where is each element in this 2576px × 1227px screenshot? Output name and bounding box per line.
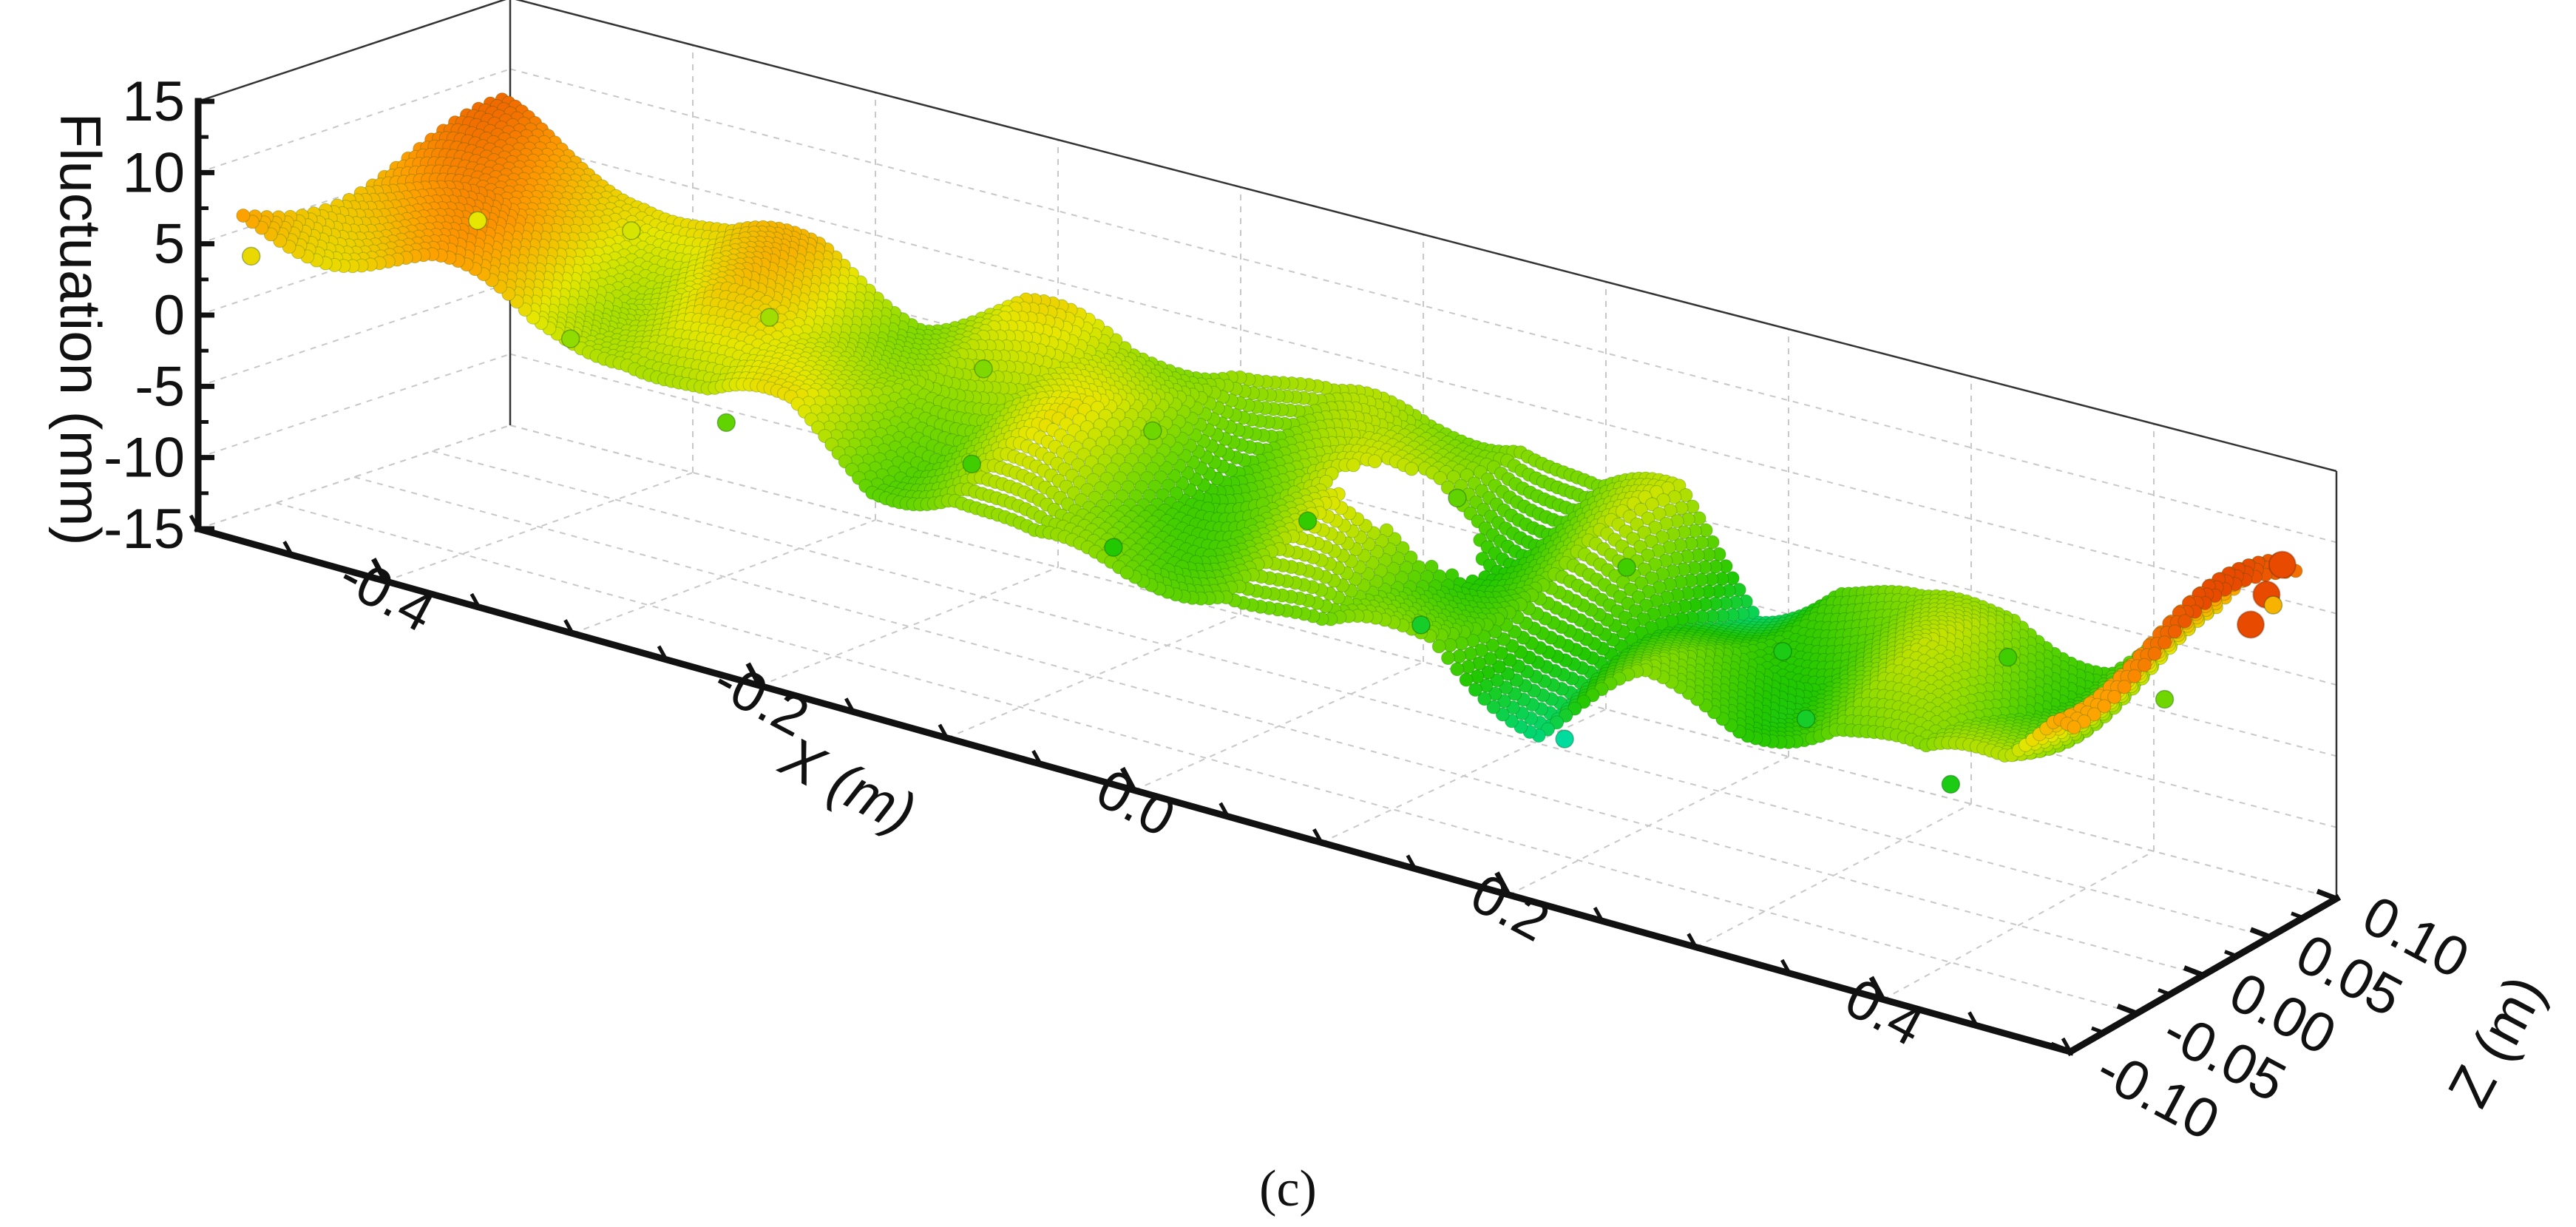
surface-point: [1644, 534, 1658, 549]
surface-point: [2138, 658, 2152, 672]
surface-point: [1346, 458, 1360, 473]
grid-line-floor: [759, 567, 1059, 687]
grid-line-floor: [946, 614, 1241, 739]
grid-line-left-wall: [197, 353, 511, 459]
box-edge-top-back: [515, 0, 2337, 473]
bounding-box: [197, 0, 2338, 899]
surface-point: [1433, 471, 1448, 486]
grid-line-left-wall: [197, 68, 511, 174]
grid-line-left-wall: [197, 282, 511, 388]
surface-point: [2147, 646, 2162, 661]
grid-line-floor: [1695, 803, 1972, 948]
surface-point: [2127, 669, 2142, 683]
grid-line-floor-z: [276, 502, 2138, 1015]
surface-point: [1367, 454, 1382, 469]
box-edge-top-left: [197, 0, 506, 103]
surface-point: [1446, 470, 1461, 484]
surface-point: [1641, 511, 1655, 526]
point-cloud-surface: [236, 92, 2303, 794]
surface-point: [1637, 525, 1652, 540]
grid-line-floor: [1882, 851, 2155, 1001]
grid-line-left-wall: [197, 425, 511, 530]
surface-point: [2177, 614, 2192, 629]
surface-point: [1440, 480, 1455, 495]
surface-point: [2107, 689, 2122, 704]
surface-point: [1404, 462, 1419, 476]
surface-point: [1648, 520, 1663, 535]
surface-point: [2167, 624, 2182, 639]
surface-point: [2158, 635, 2172, 650]
surface-point: [1645, 497, 1659, 512]
grid-line-floor-z: [432, 450, 2271, 938]
surface-point: [1641, 548, 1655, 563]
surface-point: [2117, 680, 2132, 694]
grid-line-floor: [1133, 661, 1424, 791]
